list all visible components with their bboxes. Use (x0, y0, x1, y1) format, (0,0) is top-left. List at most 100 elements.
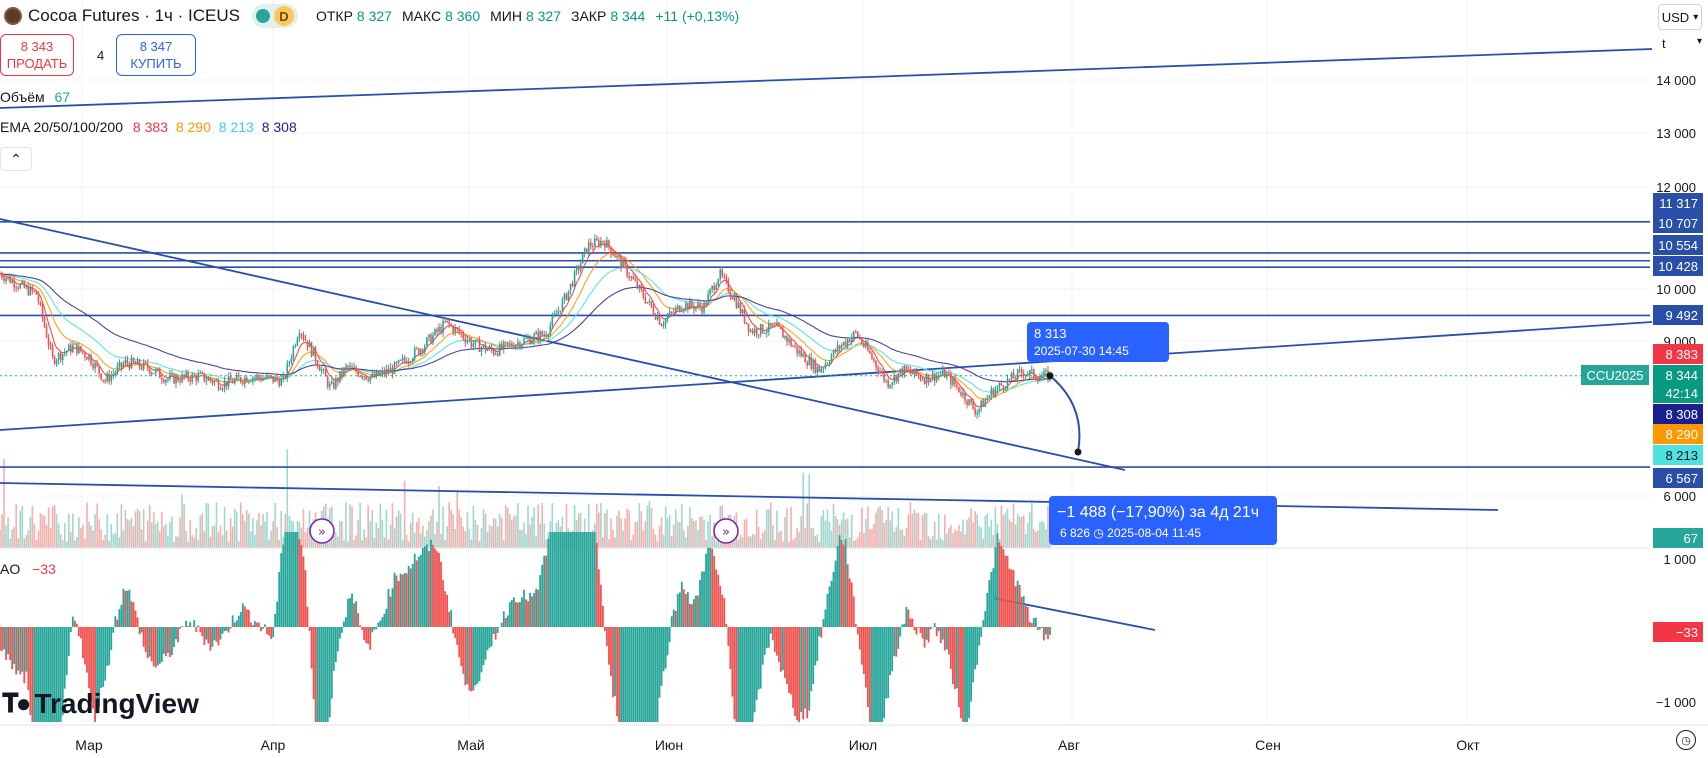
volume-bar (148, 505, 151, 548)
goto-date-icon[interactable]: ◷ (1676, 730, 1696, 750)
volume-bar (365, 537, 367, 548)
volume-bar (628, 510, 630, 548)
ao-bar (306, 606, 309, 627)
sell-button[interactable]: 8 343 ПРОДАТЬ (0, 34, 74, 76)
candle-body (1010, 372, 1013, 380)
volume-bar (405, 534, 408, 548)
candle-body (656, 316, 659, 320)
measure-result: −1 488 (−17,90%) за 4д 21ч (1057, 504, 1259, 521)
unit-select[interactable]: t ▾ (1662, 36, 1702, 51)
candle-body (958, 386, 960, 393)
collapse-legend-button[interactable]: ⌃ (0, 147, 32, 171)
ao-bar (397, 581, 400, 627)
candle-body (84, 352, 86, 358)
volume-bar (494, 518, 497, 548)
candle-body (980, 400, 983, 409)
candle-body (51, 346, 54, 357)
candle-body (873, 358, 875, 361)
volume-bar (502, 540, 505, 548)
ao-bar (75, 623, 78, 627)
ema-legend[interactable]: EMA 20/50/100/200 8 383 8 290 8 213 8 30… (0, 119, 297, 135)
volume-bar (15, 504, 17, 548)
volume-bar (86, 502, 88, 548)
candle-body (1, 273, 3, 278)
volume-bar (258, 512, 260, 548)
ao-bar (328, 627, 331, 718)
volume-bar (29, 516, 32, 548)
ao-legend[interactable]: AO −33 (0, 561, 56, 577)
candle-body (314, 348, 317, 362)
candle-body (844, 341, 847, 346)
ao-bar (688, 603, 691, 627)
symbol-title[interactable]: Cocoa Futures · 1ч · ICEUS (28, 6, 240, 25)
candle-body (144, 361, 147, 364)
ao-bar (387, 588, 390, 627)
tradingview-logo[interactable]: 𝐓● TradingView (2, 688, 199, 720)
ao-bar (585, 532, 588, 627)
ao-bar (960, 627, 962, 719)
currency-select[interactable]: USD ▾ (1658, 4, 1702, 30)
grid (0, 0, 1650, 725)
ao-bar (788, 627, 790, 693)
market-status[interactable]: D (251, 4, 298, 28)
ao-bar (274, 613, 277, 627)
volume-bar (19, 510, 22, 548)
volume-bar (181, 494, 183, 548)
volume-bar (260, 525, 262, 548)
candle-body (848, 339, 851, 343)
ao-bar (1038, 627, 1041, 630)
volume-bar (233, 508, 236, 548)
ao-bar (680, 581, 683, 627)
volume-bar (800, 516, 802, 548)
volume-bar (863, 533, 865, 548)
candle-body (65, 350, 68, 353)
volume-bar (221, 535, 224, 548)
ao-bar (533, 593, 536, 627)
candle-body (630, 276, 633, 278)
ao-bar (1010, 569, 1013, 627)
candle-body (294, 345, 297, 347)
ao-bar (719, 585, 722, 627)
ao-bar (986, 592, 989, 627)
volume-bar (901, 529, 904, 548)
volume-bar (223, 506, 226, 548)
ao-bar (937, 627, 940, 632)
ao-bar (221, 627, 224, 634)
volume-bars: »»» (0, 449, 1131, 548)
ao-bar (375, 627, 378, 630)
price-tick: 12 000 (1656, 180, 1696, 195)
ao-bar (818, 627, 821, 637)
volume-bar (826, 509, 829, 548)
volume-bar (373, 537, 376, 548)
ao-bar (203, 627, 206, 645)
volume-bar (484, 513, 487, 548)
volume-bar (988, 527, 991, 548)
candle-body (992, 388, 995, 397)
volume-bar (187, 541, 189, 548)
candle-body (579, 263, 582, 271)
volume-legend[interactable]: Объём 67 (0, 89, 70, 105)
candle-body (484, 344, 487, 352)
ao-bar (923, 627, 926, 648)
candle-body (413, 348, 416, 359)
volume-bar (859, 531, 861, 548)
ao-bar (300, 544, 303, 627)
candle-body (472, 344, 475, 347)
ao-bar (604, 627, 606, 632)
ao-bar (500, 622, 503, 627)
candle-body (893, 375, 896, 383)
ao-bar (887, 627, 890, 698)
candle-body (929, 379, 932, 383)
volume-bar (43, 515, 46, 548)
volume-bar (41, 514, 44, 548)
volume-bar (523, 522, 525, 548)
buy-button[interactable]: 8 347 КУПИТЬ (116, 34, 196, 76)
volume-bar (448, 502, 450, 548)
candle-body (199, 372, 202, 374)
ao-bar (395, 575, 398, 627)
candle-body (626, 265, 628, 277)
ao-bar (804, 627, 807, 709)
ao-bar (25, 627, 28, 672)
candle-body (628, 276, 630, 278)
